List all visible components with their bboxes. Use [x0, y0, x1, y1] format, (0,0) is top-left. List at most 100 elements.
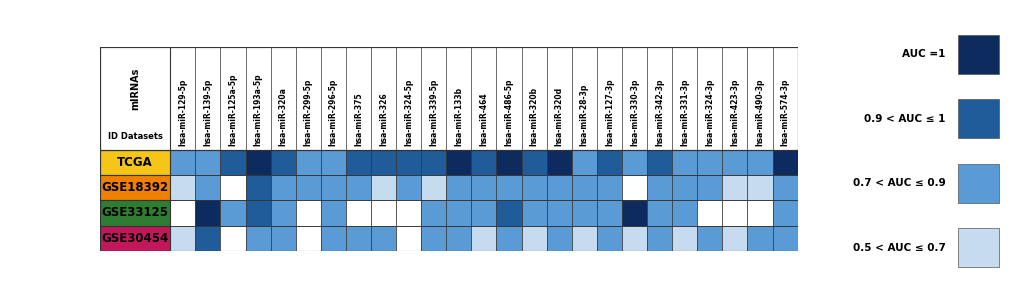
Text: hsa-miR-490-3p: hsa-miR-490-3p [755, 79, 764, 147]
Text: GSE30454: GSE30454 [101, 232, 168, 245]
Bar [672, 175, 697, 201]
Text: hsa-miR-193a-5p: hsa-miR-193a-5p [254, 74, 262, 147]
Bar [296, 201, 321, 226]
Bar [471, 201, 496, 226]
Bar [270, 150, 296, 175]
Text: TCGA: TCGA [117, 156, 153, 169]
Bar [371, 175, 395, 201]
Bar [596, 226, 622, 251]
Bar [170, 175, 195, 201]
Bar [446, 150, 471, 175]
Bar [220, 201, 246, 226]
Bar [672, 150, 697, 175]
Bar [521, 175, 546, 201]
Bar [622, 175, 646, 201]
Bar [345, 226, 371, 251]
Text: hsa-miR-320b: hsa-miR-320b [529, 87, 538, 147]
Bar [371, 226, 395, 251]
Bar [957, 164, 998, 203]
Bar [596, 175, 622, 201]
Text: hsa-miR-324-5p: hsa-miR-324-5p [404, 79, 413, 147]
Bar [421, 226, 446, 251]
Bar [421, 201, 446, 226]
Text: hsa-miR-125a-5p: hsa-miR-125a-5p [228, 74, 237, 147]
Bar [521, 150, 546, 175]
Bar [100, 47, 797, 150]
Bar [321, 201, 345, 226]
Bar [395, 226, 421, 251]
Bar [321, 175, 345, 201]
Bar [220, 226, 246, 251]
Bar [521, 201, 546, 226]
Bar [421, 175, 446, 201]
Text: hsa-miR-299-5p: hsa-miR-299-5p [304, 79, 313, 147]
Bar [395, 201, 421, 226]
Bar [395, 175, 421, 201]
Bar [195, 201, 220, 226]
Bar [721, 226, 747, 251]
Bar [270, 175, 296, 201]
Text: hsa-miR-464: hsa-miR-464 [479, 93, 488, 147]
Bar [496, 175, 521, 201]
Text: AUC =1: AUC =1 [901, 49, 945, 60]
Bar [246, 201, 270, 226]
Bar [572, 175, 596, 201]
Text: 0.9 < AUC ≤ 1: 0.9 < AUC ≤ 1 [863, 114, 945, 124]
Bar [697, 150, 721, 175]
Text: hsa-miR-339-5p: hsa-miR-339-5p [429, 79, 438, 147]
Bar [371, 201, 395, 226]
Bar [446, 175, 471, 201]
Bar [747, 150, 771, 175]
Bar [546, 150, 572, 175]
Bar [747, 175, 771, 201]
Text: mIRNAs: mIRNAs [130, 67, 140, 110]
Text: hsa-miR-127-3p: hsa-miR-127-3p [604, 79, 613, 147]
Bar [596, 201, 622, 226]
Text: hsa-miR-320a: hsa-miR-320a [278, 88, 287, 147]
Bar [572, 226, 596, 251]
Bar [345, 175, 371, 201]
Bar [100, 175, 170, 201]
Bar [721, 150, 747, 175]
Bar [771, 201, 797, 226]
Text: GSE18392: GSE18392 [102, 181, 168, 194]
Text: hsa-miR-486-5p: hsa-miR-486-5p [504, 79, 513, 147]
Bar [721, 175, 747, 201]
Bar [646, 201, 672, 226]
Bar [321, 150, 345, 175]
Bar [771, 175, 797, 201]
Bar [697, 201, 721, 226]
Text: hsa-miR-296-5p: hsa-miR-296-5p [328, 79, 337, 147]
Bar [446, 226, 471, 251]
Text: ID Datasets: ID Datasets [108, 133, 162, 142]
Bar [721, 201, 747, 226]
Bar [471, 175, 496, 201]
Bar [170, 201, 195, 226]
Bar [296, 226, 321, 251]
Bar [246, 226, 270, 251]
Text: hsa-miR-324-3p: hsa-miR-324-3p [704, 79, 713, 147]
Bar [771, 226, 797, 251]
Bar [195, 150, 220, 175]
Bar [957, 99, 998, 138]
Bar [170, 150, 195, 175]
Bar [270, 201, 296, 226]
Bar [246, 175, 270, 201]
Bar [220, 175, 246, 201]
Bar [957, 228, 998, 267]
Bar [195, 175, 220, 201]
Bar [220, 150, 246, 175]
Text: hsa-miR-28-3p: hsa-miR-28-3p [579, 84, 588, 147]
Text: hsa-miR-129-5p: hsa-miR-129-5p [178, 79, 187, 147]
Bar [170, 226, 195, 251]
Bar [270, 226, 296, 251]
Text: hsa-miR-574-3p: hsa-miR-574-3p [780, 79, 789, 147]
Bar [195, 226, 220, 251]
Bar [646, 175, 672, 201]
Bar [697, 226, 721, 251]
Bar [100, 201, 170, 226]
Bar [546, 226, 572, 251]
Bar [672, 201, 697, 226]
Text: GSE33125: GSE33125 [102, 207, 168, 220]
Bar [622, 226, 646, 251]
